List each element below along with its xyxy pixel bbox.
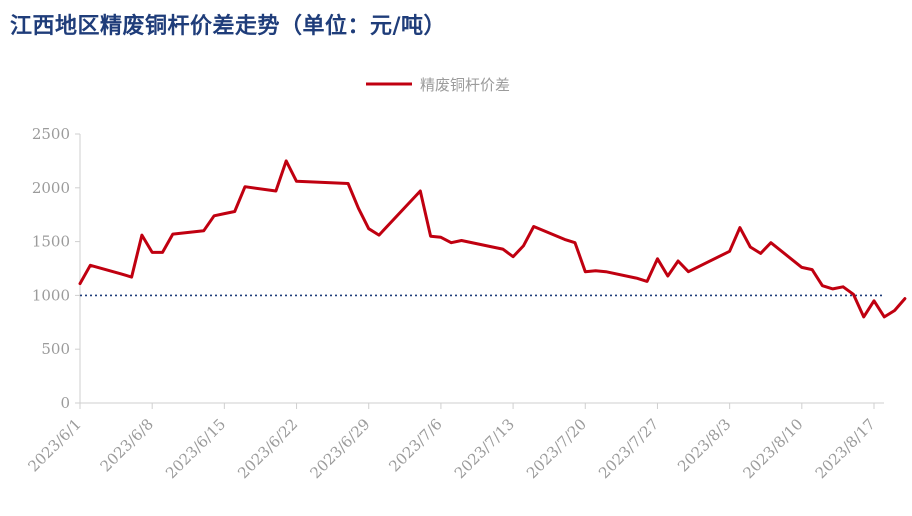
y-tick-label: 2500: [32, 125, 70, 143]
y-tick-label: 2000: [32, 179, 70, 197]
x-tick-label: 2023/6/1: [24, 415, 84, 475]
x-tick-label: 2023/6/29: [306, 415, 373, 482]
legend-label: 精废铜杆价差: [420, 76, 510, 94]
y-tick-label: 1000: [32, 286, 70, 304]
chart-title: 江西地区精废铜杆价差走势（单位：元/吨）: [10, 13, 447, 39]
legend: 精废铜杆价差: [366, 76, 510, 94]
x-axis: 2023/6/1 2023/6/8 2023/6/15 2023/6/22 2023/6…: [24, 402, 884, 482]
x-tick-label: 2023/6/8: [97, 415, 157, 475]
x-tick-label: 2023/7/6: [385, 415, 445, 475]
y-tick-label: 500: [41, 340, 70, 358]
x-tick-label: 2023/7/27: [595, 415, 662, 482]
series-line: [78, 159, 907, 319]
x-tick-label: 2023/6/15: [162, 415, 229, 482]
y-axis: 0 500 1000 1500 2000 2500: [32, 125, 81, 412]
x-tick-label: 2023/8/10: [740, 415, 807, 482]
y-tick-label: 1500: [32, 233, 70, 251]
x-tick-label: 2023/7/13: [451, 415, 518, 482]
series-group: [78, 159, 907, 319]
y-tick-label: 0: [60, 394, 70, 412]
x-tick-label: 2023/6/22: [234, 415, 301, 482]
x-tick-label: 2023/8/3: [674, 415, 734, 475]
x-tick-label: 2023/8/17: [812, 415, 879, 482]
x-tick-label: 2023/7/20: [523, 415, 590, 482]
